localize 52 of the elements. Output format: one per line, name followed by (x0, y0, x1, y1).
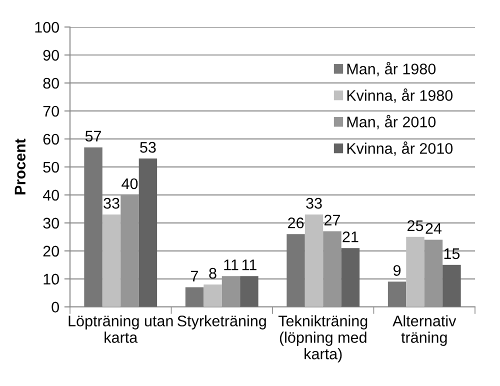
bar (138, 158, 158, 307)
bar (204, 284, 222, 307)
x-tick-label: Styrketräning (178, 315, 266, 330)
bar (286, 234, 305, 307)
data-label: 24 (426, 223, 442, 234)
bar (323, 231, 342, 307)
data-label: 27 (324, 214, 340, 226)
bar (185, 287, 204, 307)
y-tick-label: 10 (44, 274, 59, 285)
y-tick-label: 0 (52, 302, 59, 313)
data-label: 53 (140, 142, 156, 153)
bar (240, 276, 258, 307)
legend-label: Man, år 2010 (347, 114, 436, 130)
bar (442, 264, 461, 307)
y-tick-label: 20 (43, 246, 59, 257)
data-label: 33 (306, 198, 322, 209)
y-tick-label: 40 (42, 190, 59, 201)
bar (304, 214, 324, 307)
data-label: 57 (85, 130, 102, 142)
data-label: 7 (191, 270, 198, 282)
y-tick-label: 30 (43, 218, 59, 229)
legend-label: Kvinna, år 1980 (347, 88, 453, 103)
legend-label: Kvinna, år 2010 (347, 141, 453, 156)
x-tick-label: Teknikträning (löpning med karta) (278, 315, 368, 362)
data-label: 9 (394, 265, 401, 276)
data-label: 21 (342, 231, 358, 242)
data-label: 40 (122, 178, 138, 190)
y-tick-label: 60 (43, 134, 59, 145)
legend-label: Man, år 1980 (347, 62, 436, 76)
y-tick-label: 80 (43, 78, 59, 89)
data-label: 11 (224, 260, 238, 270)
y-tick-label: 90 (43, 50, 59, 61)
bar (341, 248, 360, 307)
y-axis-title: Procent (14, 138, 26, 194)
bar (388, 282, 406, 307)
bar (406, 236, 424, 307)
data-label: 8 (209, 268, 216, 279)
bar (222, 276, 240, 307)
x-tick-label: Löpträning utan karta (68, 315, 173, 343)
bar (424, 240, 443, 307)
data-label: 26 (288, 217, 304, 228)
bar (84, 147, 102, 307)
y-tick-label: 70 (43, 106, 59, 117)
data-label: 11 (242, 260, 256, 270)
bar (120, 194, 139, 307)
bar (102, 214, 121, 307)
data-label: 25 (408, 220, 424, 232)
x-tick-label: Alternativ träning (392, 315, 456, 346)
data-label: 15 (444, 248, 460, 260)
y-tick-label: 100 (35, 22, 59, 33)
y-tick-label: 50 (43, 162, 59, 173)
data-label: 33 (104, 198, 120, 209)
